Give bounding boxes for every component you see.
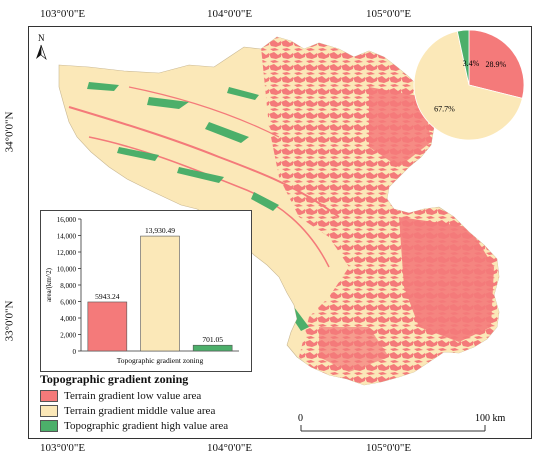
north-arrow-right-icon [40, 44, 47, 61]
region-high-5 [177, 167, 224, 183]
coord-left-2: 33°0'0"N [3, 300, 16, 342]
north-arrow-left-icon [36, 45, 41, 59]
legend-label-low: Terrain gradient low value area [64, 390, 202, 402]
legend-item-low: Terrain gradient low value area [40, 390, 201, 402]
region-low-north [369, 87, 431, 167]
region-low-east [399, 217, 494, 342]
coord-left-1: 34°0'0"N [3, 111, 16, 153]
bar-ytick-label-5: 10,000 [57, 266, 77, 274]
bar-ytick-label-6: 12,000 [57, 249, 77, 257]
region-low-line-2 [88, 136, 330, 268]
region-high-3 [205, 122, 249, 143]
legend-swatch-high [40, 420, 58, 432]
legend-label-high: Topographic gradient high value area [64, 420, 229, 432]
region-high-1 [87, 82, 119, 91]
pie-label-2: 3.4% [463, 59, 480, 68]
bar-ytick-label-2: 4,000 [60, 315, 76, 323]
bar-ytick-label-7: 14,000 [57, 233, 77, 241]
pie-chart: 28.9% 67.7% 3.4% [413, 29, 525, 141]
legend-swatch-low [40, 390, 58, 402]
bar-value-label-1: 13,930.49 [145, 226, 175, 235]
scale-bar: 0 100 km [298, 413, 506, 432]
region-low-south [319, 327, 389, 372]
region-high-6 [251, 192, 279, 211]
bar-1 [140, 235, 180, 352]
pie-label-0: 28.9% [486, 60, 507, 69]
region-high-4 [117, 147, 159, 161]
legend-label-middle: Terrain gradient middle value area [64, 405, 216, 417]
scale-bar-start: 0 [298, 413, 303, 424]
legend-title: Topographic gradient zoning [40, 372, 189, 386]
pie-slice-0 [468, 29, 525, 99]
bar-chart-inset: 0 2,000 4,000 6,000 8,000 10,000 12,000 14,000 1… [40, 210, 252, 372]
bar-value-label-2: 701.05 [202, 335, 223, 344]
coord-top-2: 104°0'0"E [207, 8, 253, 20]
region-high-8 [227, 87, 259, 100]
map-canvas: N 28.9% 67.7% 3.4% 0 100 km [36, 29, 525, 432]
bar-ytick-label-4: 8,000 [60, 282, 76, 290]
north-arrow-label: N [38, 33, 45, 43]
legend-item-high: Topographic gradient high value area [40, 420, 228, 432]
bar-chart: 0 2,000 4,000 6,000 8,000 10,000 12,000 14,000 1… [45, 216, 239, 365]
pie-label-1: 67.7% [434, 105, 455, 114]
coord-top-3: 105°0'0"E [366, 8, 412, 20]
pie-slice-2 [456, 29, 470, 86]
bar-ytick-label-0: 0 [73, 348, 77, 356]
legend-swatch-middle [40, 405, 58, 417]
pie-slice-1 [413, 30, 523, 141]
region-high-2 [147, 97, 189, 109]
bar-ytick-label-1: 2,000 [60, 332, 76, 340]
bar-2 [192, 344, 233, 352]
bar-value-label-0: 5943.24 [95, 292, 120, 301]
bar-xlabel: Topographic gradient zoning [117, 356, 204, 365]
coord-bottom-1: 103°0'0"E [40, 442, 86, 454]
bar-ytick-label-8: 16,000 [57, 216, 77, 224]
scale-bar-end: 100 km [475, 413, 506, 424]
north-arrow: N [36, 33, 47, 61]
bar-ytick-label-3: 6,000 [60, 299, 76, 307]
legend-item-middle: Terrain gradient middle value area [40, 405, 215, 417]
region-low-line-3 [128, 86, 280, 138]
bar-ylabel: area/(km^2) [45, 267, 53, 302]
coord-bottom-3: 105°0'0"E [366, 442, 412, 454]
bar-0 [87, 301, 128, 352]
coord-top-1: 103°0'0"E [40, 8, 86, 20]
region-low-line-1 [68, 106, 340, 218]
coord-bottom-2: 104°0'0"E [207, 442, 253, 454]
